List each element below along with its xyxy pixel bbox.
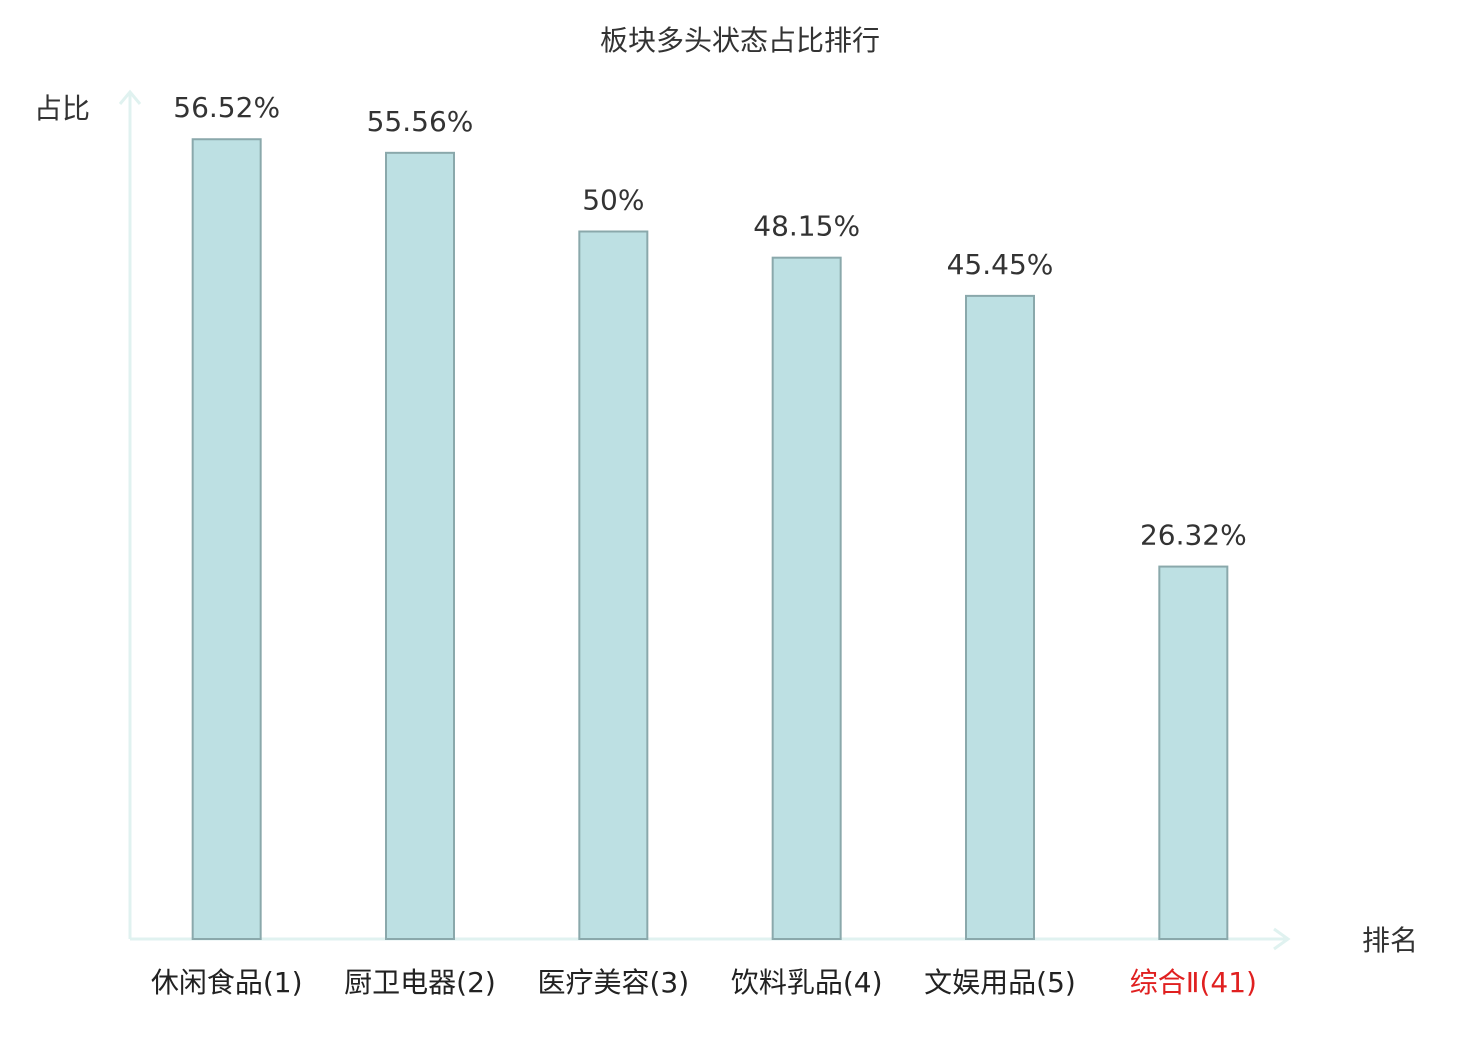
bar xyxy=(1158,565,1229,941)
axes xyxy=(118,89,1291,951)
x-axis-label: 排名 xyxy=(1362,924,1418,957)
value-label: 55.56% xyxy=(367,105,474,138)
value-label: 26.32% xyxy=(1140,519,1247,552)
bar xyxy=(385,151,455,941)
chart-title: 板块多头状态占比排行 xyxy=(600,24,880,57)
x-tick-label: 厨卫电器(2) xyxy=(344,966,496,999)
bar xyxy=(965,294,1035,940)
x-tick-label: 饮料乳品(4) xyxy=(731,966,883,999)
x-tick-label: 医疗美容(3) xyxy=(537,966,689,999)
x-tick-label: 文娱用品(5) xyxy=(924,966,1076,999)
bar xyxy=(191,138,262,940)
bar xyxy=(771,256,842,940)
y-axis-label: 占比 xyxy=(34,92,90,125)
bar xyxy=(578,230,649,940)
value-label: 48.15% xyxy=(753,210,860,243)
value-label: 45.45% xyxy=(947,248,1054,281)
value-label: 56.52% xyxy=(173,91,280,124)
x-tick-label: 休闲食品(1) xyxy=(151,966,303,999)
x-tick-label: 综合Ⅱ(41) xyxy=(1130,966,1257,999)
value-label: 50% xyxy=(582,184,644,217)
